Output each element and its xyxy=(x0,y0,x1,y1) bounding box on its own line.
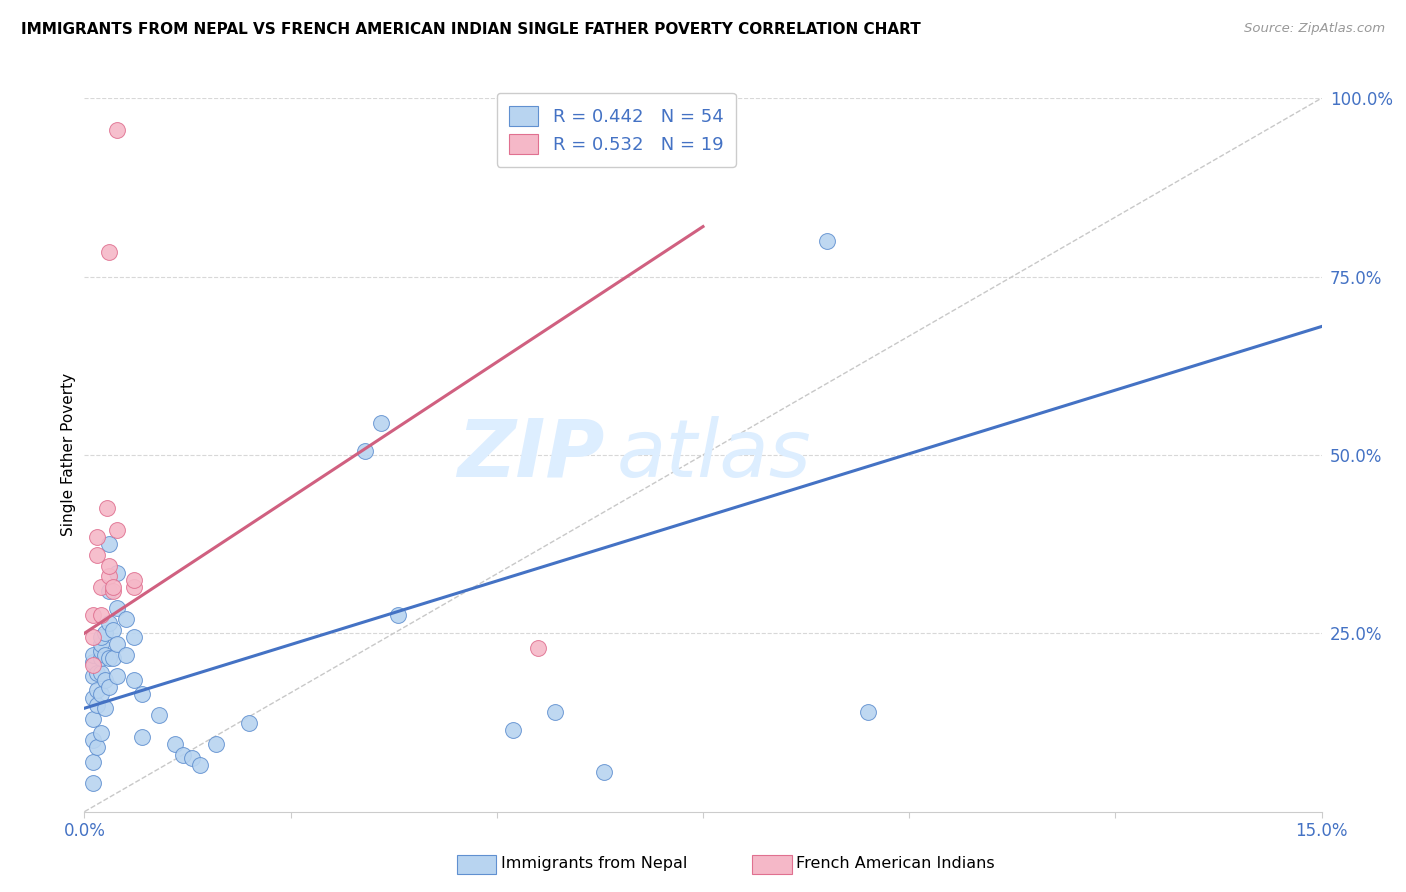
Point xyxy=(609,123,631,137)
Point xyxy=(98,583,121,598)
Point xyxy=(82,712,104,726)
Point xyxy=(82,690,104,705)
Legend: R = 0.442   N = 54, R = 0.532   N = 19: R = 0.442 N = 54, R = 0.532 N = 19 xyxy=(496,93,737,167)
Point xyxy=(502,723,524,737)
Point xyxy=(103,651,125,665)
Point xyxy=(96,501,118,516)
Point xyxy=(114,612,136,626)
Y-axis label: Single Father Poverty: Single Father Poverty xyxy=(60,374,76,536)
Point xyxy=(82,608,104,623)
Point xyxy=(94,626,117,640)
Point xyxy=(238,715,260,730)
Point xyxy=(90,665,112,680)
Point xyxy=(94,648,117,662)
Point xyxy=(98,244,121,259)
Point xyxy=(98,615,121,630)
Point xyxy=(82,648,104,662)
Point xyxy=(82,630,104,644)
Point xyxy=(856,705,879,719)
Point xyxy=(86,665,108,680)
Point xyxy=(180,751,202,765)
Point xyxy=(86,740,108,755)
Point xyxy=(122,673,145,687)
Point xyxy=(82,776,104,790)
Point xyxy=(188,758,211,772)
Point xyxy=(82,733,104,747)
Point xyxy=(82,669,104,683)
Point xyxy=(98,537,121,551)
Point xyxy=(90,644,112,658)
Point xyxy=(105,123,128,137)
Point xyxy=(94,701,117,715)
Point xyxy=(105,637,128,651)
Point xyxy=(131,687,153,701)
Point xyxy=(114,648,136,662)
Point xyxy=(148,708,170,723)
Point xyxy=(172,747,194,762)
Point xyxy=(122,573,145,587)
Point xyxy=(98,680,121,694)
Point xyxy=(131,730,153,744)
Text: Source: ZipAtlas.com: Source: ZipAtlas.com xyxy=(1244,22,1385,36)
Point xyxy=(527,640,550,655)
Point xyxy=(98,558,121,573)
Point xyxy=(105,669,128,683)
Point xyxy=(90,580,112,594)
Point xyxy=(103,623,125,637)
Point xyxy=(815,234,838,248)
Point xyxy=(82,655,104,669)
Point xyxy=(90,637,112,651)
Point xyxy=(205,737,228,751)
Point xyxy=(98,569,121,583)
Point xyxy=(165,737,187,751)
Point xyxy=(105,566,128,580)
Text: French American Indians: French American Indians xyxy=(796,856,994,871)
Point xyxy=(98,651,121,665)
Text: IMMIGRANTS FROM NEPAL VS FRENCH AMERICAN INDIAN SINGLE FATHER POVERTY CORRELATIO: IMMIGRANTS FROM NEPAL VS FRENCH AMERICAN… xyxy=(21,22,921,37)
Point xyxy=(387,608,409,623)
Point xyxy=(103,580,125,594)
Point xyxy=(105,523,128,537)
Text: atlas: atlas xyxy=(616,416,811,494)
Point xyxy=(86,548,108,562)
Point xyxy=(370,416,392,430)
Text: ZIP: ZIP xyxy=(457,416,605,494)
Point xyxy=(82,755,104,769)
Point xyxy=(122,580,145,594)
Point xyxy=(353,444,375,458)
Point xyxy=(90,687,112,701)
Point xyxy=(90,608,112,623)
Point xyxy=(122,630,145,644)
Point xyxy=(90,651,112,665)
Point xyxy=(82,658,104,673)
Point xyxy=(105,601,128,615)
Point xyxy=(90,630,112,644)
Point xyxy=(90,726,112,740)
Point xyxy=(543,705,565,719)
Point xyxy=(86,698,108,712)
Point xyxy=(94,673,117,687)
Point xyxy=(593,765,616,780)
Text: Immigrants from Nepal: Immigrants from Nepal xyxy=(501,856,688,871)
Point xyxy=(103,583,125,598)
Point xyxy=(86,683,108,698)
Point xyxy=(86,530,108,544)
